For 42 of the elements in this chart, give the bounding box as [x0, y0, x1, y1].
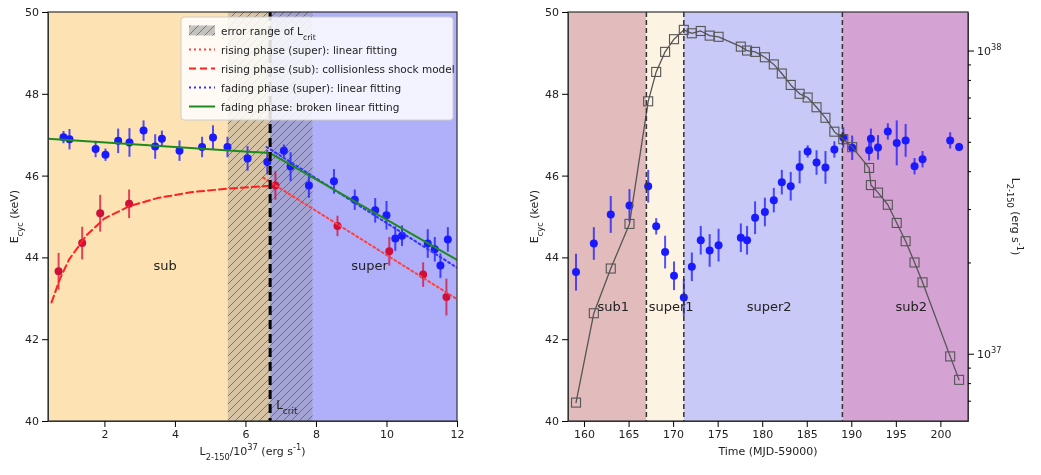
y-tick-label: 48 — [545, 87, 559, 101]
y-tick-label: 50 — [25, 6, 39, 20]
x-tick-label: 8 — [312, 427, 320, 441]
y-tick-label: 40 — [25, 415, 39, 429]
x-tick-label: 165 — [618, 427, 640, 441]
x-tick-label: 170 — [663, 427, 685, 441]
y-tick-label: 44 — [25, 251, 39, 265]
x-tick-label: 160 — [574, 427, 596, 441]
x-tick-label: 12 — [450, 427, 465, 441]
y-tick-label: 48 — [25, 87, 39, 101]
annotation: super2 — [746, 298, 792, 314]
y2-tick-label: 10$^{38}$ — [977, 41, 1002, 58]
x-tick-label: 180 — [752, 427, 774, 441]
y-tick-label: 42 — [545, 333, 559, 347]
annotation: super — [351, 257, 389, 273]
x-tick-label: 10 — [379, 427, 394, 441]
annotation: sub2 — [895, 298, 927, 314]
legend-label: rising phase (super): linear fitting — [221, 43, 398, 56]
y-tick-label: 46 — [25, 169, 39, 183]
ref-line-label: L$_{crit}$ — [276, 398, 298, 416]
y2-tick-label: 10$^{37}$ — [977, 344, 1002, 361]
annotation: sub — [153, 257, 177, 273]
x-axis-title: Time (MJD-59000) — [717, 445, 818, 458]
x-tick-label: 195 — [885, 427, 907, 441]
x-tick-label: 175 — [707, 427, 729, 441]
x-axis-title: L$_{2-150}$/10$^{37}$ (erg s$^{-1}$) — [199, 442, 306, 462]
annotation: sub1 — [597, 298, 629, 314]
y-tick-label: 50 — [545, 6, 559, 20]
legend-label: fading phase (super): linear fitting — [221, 81, 402, 94]
x-tick-label: 6 — [242, 427, 250, 441]
x-tick-label: 190 — [841, 427, 863, 441]
legend-label: rising phase (sub): collisionless shock model — [221, 62, 455, 75]
x-tick-label: 185 — [796, 427, 818, 441]
y-tick-label: 44 — [545, 251, 559, 265]
band-label: error range of L$_{crit}$ — [221, 24, 316, 41]
x-tick-label: 2 — [101, 427, 109, 441]
legend-label: fading phase: broken linear fitting — [221, 100, 400, 113]
y-tick-label: 46 — [545, 169, 559, 183]
y-tick-label: 40 — [545, 415, 559, 429]
x-tick-label: 4 — [171, 427, 179, 441]
x-tick-label: 200 — [930, 427, 952, 441]
y-tick-label: 42 — [25, 333, 39, 347]
